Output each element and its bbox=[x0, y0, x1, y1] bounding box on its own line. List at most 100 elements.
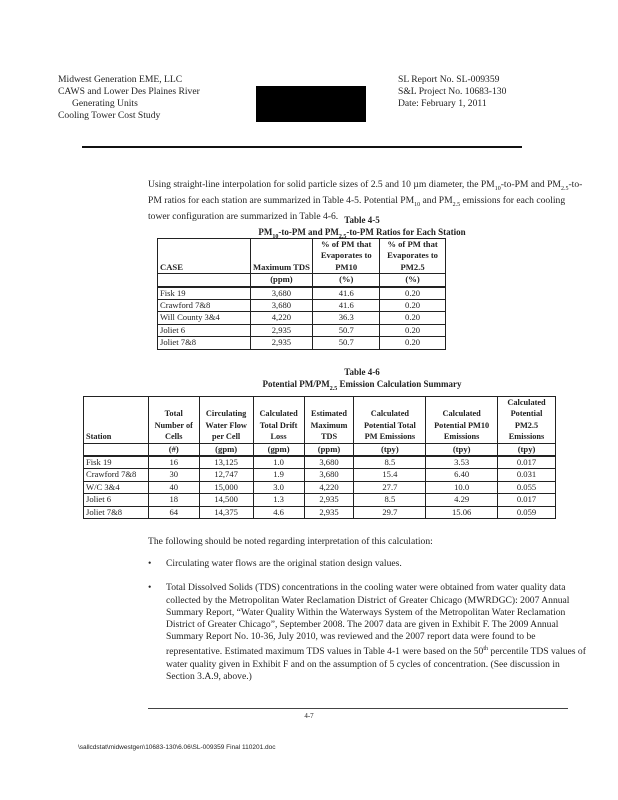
table-cell: 6.40 bbox=[425, 468, 499, 482]
table-cell: 0.20 bbox=[379, 286, 446, 301]
company: Midwest Generation EME, LLC bbox=[58, 74, 183, 85]
notes-lead: The following should be noted regarding … bbox=[148, 536, 433, 547]
table-cell: 1.3 bbox=[252, 493, 305, 507]
col-header: Estimated Maximum TDS bbox=[303, 396, 355, 444]
units: (ppm) (%) (%) bbox=[157, 273, 446, 288]
table-row: Joliet 7&8 64 14,375 4.6 2,935 29.7 15.06 0.059 bbox=[83, 505, 556, 520]
table-cell: 0.017 bbox=[497, 455, 556, 470]
table-cell: 50.7 bbox=[312, 323, 381, 338]
col-header: % of PM that Evaporates to PM10 bbox=[312, 237, 381, 275]
table-4-6-caption: Table 4-6 Potential PM/PM2.5 Emission Ca… bbox=[157, 366, 567, 395]
table-cell: 15,000 bbox=[198, 480, 254, 495]
table-cell: (%) bbox=[312, 273, 381, 288]
table-cell: 27.7 bbox=[353, 480, 427, 495]
table-cell: 3.53 bbox=[425, 455, 499, 470]
study-name: Cooling Tower Cost Study bbox=[58, 110, 161, 121]
col-header: Calculated Potential PM10 Emissions bbox=[425, 396, 499, 444]
col-header: Calculated Potential PM2.5 Emissions bbox=[497, 396, 556, 444]
page-number: 4-7 bbox=[304, 712, 314, 720]
table-cell: 4,220 bbox=[303, 480, 355, 495]
table-cell: Crawford 7&8 bbox=[157, 299, 251, 313]
table-cell: 8.5 bbox=[353, 455, 427, 470]
table-cell: (ppm) bbox=[303, 442, 355, 457]
table-cell: 2,935 bbox=[303, 505, 355, 520]
table-cell: 8.5 bbox=[353, 493, 427, 507]
table-cell: 30 bbox=[147, 468, 200, 482]
table-cell: 12,747 bbox=[198, 468, 254, 482]
table-cell: 16 bbox=[147, 455, 200, 470]
table-row: Crawford 7&8 30 12,747 1.9 3,680 15.4 6.40 0.03… bbox=[83, 468, 556, 482]
table-cell: (%) bbox=[379, 273, 446, 288]
table-cell: 10.0 bbox=[425, 480, 499, 495]
table-cell: 1.0 bbox=[252, 455, 305, 470]
col-header: CASE bbox=[157, 237, 251, 275]
table-cell: (#) bbox=[147, 442, 200, 457]
table-title: Table 4-5 bbox=[344, 215, 380, 225]
table-row: Joliet 7&8 2,935 50.7 0.20 bbox=[157, 336, 446, 350]
table-row: Will County 3&4 4,220 36.3 0.20 bbox=[157, 311, 446, 325]
col-header: Calculated Total Drift Loss bbox=[252, 396, 305, 444]
footer-divider bbox=[148, 708, 568, 709]
table-cell: 0.20 bbox=[379, 323, 446, 338]
report-date: Date: February 1, 2011 bbox=[398, 98, 487, 109]
table-subtitle: PM10-to-PM and PM2.5-to-PM Ratios for Ea… bbox=[258, 227, 466, 240]
table-cell: 2,935 bbox=[249, 323, 314, 338]
table-cell: 40 bbox=[147, 480, 200, 495]
table-cell bbox=[157, 273, 251, 288]
col-header: % of PM that Evaporates to PM2.5 bbox=[379, 237, 446, 275]
table-cell: W/C 3&4 bbox=[83, 480, 149, 495]
table-cell: (tpy) bbox=[497, 442, 556, 457]
table-cell: 3,680 bbox=[249, 299, 314, 313]
table-cell: 0.017 bbox=[497, 493, 556, 507]
table-cell: 18 bbox=[147, 493, 200, 507]
table-cell: 1.9 bbox=[252, 468, 305, 482]
table-cell bbox=[83, 442, 149, 457]
table-cell: (ppm) bbox=[249, 273, 314, 288]
table-cell: 0.20 bbox=[379, 299, 446, 313]
table-cell: 15.4 bbox=[353, 468, 427, 482]
table-subtitle: Potential PM/PM2.5 Emission Calculation … bbox=[262, 379, 462, 392]
header-right: SL Report No. SL-009359 S&L Project No. … bbox=[398, 74, 506, 110]
note-item: Total Dissolved Solids (TDS) concentrati… bbox=[148, 582, 588, 683]
table-cell: Joliet 6 bbox=[83, 493, 149, 507]
table-cell: (tpy) bbox=[353, 442, 427, 457]
table-cell: Joliet 7&8 bbox=[83, 505, 149, 520]
table-row: Fisk 19 3,680 41.6 0.20 bbox=[157, 286, 446, 301]
project-number: S&L Project No. 10683-130 bbox=[398, 86, 507, 97]
table-cell: 0.20 bbox=[379, 311, 446, 325]
project-line-2: Generating Units bbox=[72, 98, 138, 109]
header-divider bbox=[82, 146, 522, 148]
table-cell: 2,935 bbox=[249, 336, 314, 350]
table-cell: Joliet 7&8 bbox=[157, 336, 251, 350]
header-left: Midwest Generation EME, LLC CAWS and Low… bbox=[58, 74, 200, 122]
table-cell: 4,220 bbox=[249, 311, 314, 325]
table-cell: 4.6 bbox=[252, 505, 305, 520]
table-4-6: Station Total Number of Cells Circulating … bbox=[83, 396, 556, 520]
intro-paragraph: Using straight-line interpolation for so… bbox=[148, 179, 583, 223]
table-cell: 36.3 bbox=[312, 311, 381, 325]
table-cell: Crawford 7&8 bbox=[83, 468, 149, 482]
table-cell: 14,375 bbox=[198, 505, 254, 520]
table-cell: 3.0 bbox=[252, 480, 305, 495]
table-cell: 0.031 bbox=[497, 468, 556, 482]
table-row: W/C 3&4 40 15,000 3.0 4,220 27.7 10.0 0.055 bbox=[83, 480, 556, 495]
table-cell: (gpm) bbox=[198, 442, 254, 457]
table-row: Crawford 7&8 3,680 41.6 0.20 bbox=[157, 299, 446, 313]
table-cell: 14,500 bbox=[198, 493, 254, 507]
notes: The following should be noted regarding … bbox=[148, 536, 588, 695]
table-cell: Fisk 19 bbox=[157, 286, 251, 301]
table-cell: 15.06 bbox=[425, 505, 499, 520]
table-row: Fisk 19 16 13,125 1.0 3,680 8.5 3.53 0.017 bbox=[83, 455, 556, 470]
table-cell: Fisk 19 bbox=[83, 455, 149, 470]
col-header: Calculated Potential Total PM Emissions bbox=[353, 396, 427, 444]
table-row: Joliet 6 2,935 50.7 0.20 bbox=[157, 323, 446, 338]
table-cell: 64 bbox=[147, 505, 200, 520]
col-header: Maximum TDS bbox=[249, 237, 314, 275]
table-cell: 3,680 bbox=[303, 455, 355, 470]
table-cell: 41.6 bbox=[312, 299, 381, 313]
table-title: Table 4-6 bbox=[344, 367, 380, 377]
report-number: SL Report No. SL-009359 bbox=[398, 74, 500, 85]
table-4-5-caption: Table 4-5 PM10-to-PM and PM2.5-to-PM Rat… bbox=[157, 214, 567, 243]
table-cell: 3,680 bbox=[303, 468, 355, 482]
table-cell: Joliet 6 bbox=[157, 323, 251, 338]
